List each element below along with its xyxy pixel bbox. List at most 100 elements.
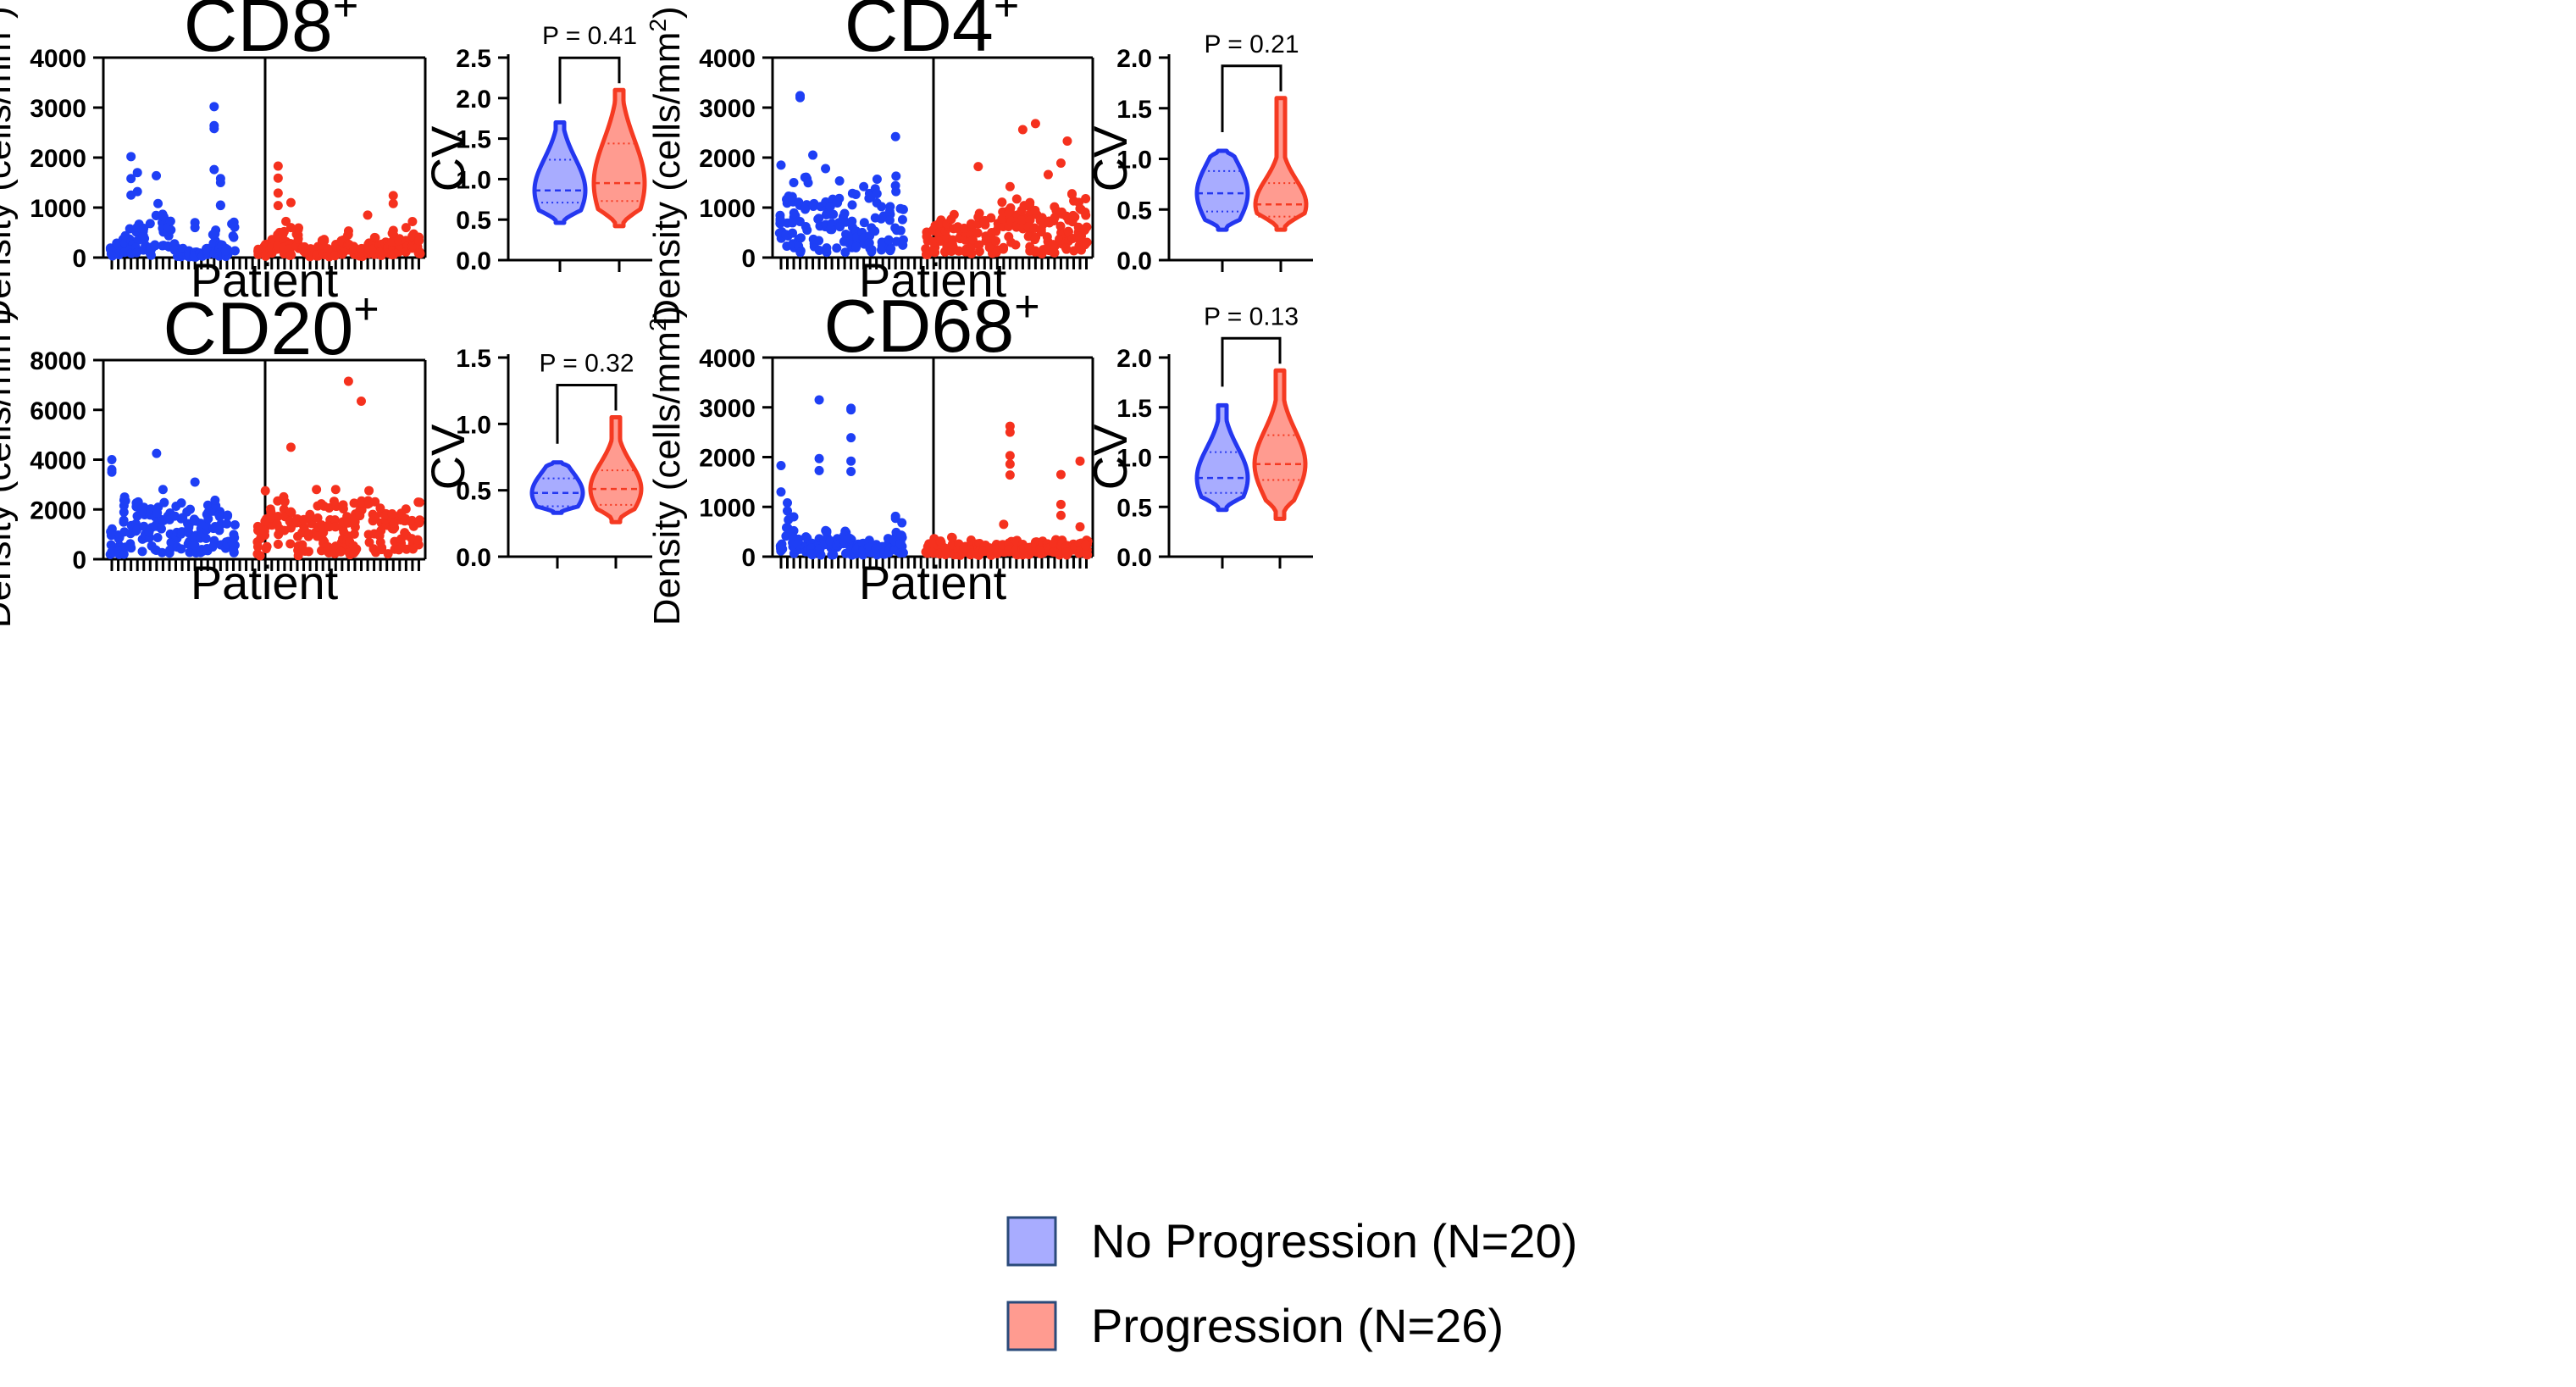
p-value-label: P = 0.41: [542, 22, 637, 50]
progression-point: [1005, 427, 1015, 437]
p-value-label: P = 0.21: [1204, 31, 1299, 58]
progression-point: [375, 247, 385, 257]
progression-point: [285, 442, 296, 452]
no-progression-point: [144, 527, 154, 537]
no-progression-point: [190, 541, 200, 551]
no-progression-point: [190, 477, 200, 487]
progression-point: [401, 223, 411, 233]
chart-title: CD8+: [184, 0, 358, 67]
no-progression-point: [158, 212, 169, 222]
violin-y-tick-label: 0.0: [1116, 544, 1152, 572]
no-progression-point: [152, 508, 163, 518]
legend-label-progression: Progression (N=26): [1091, 1299, 1504, 1352]
panel-cd4: CD4+ 0 1000 2000 3000 4000 Density (cells/mm2)…: [645, 0, 1313, 326]
violin-y-tick-label: 1.5: [1116, 395, 1152, 423]
no-progression-point: [776, 160, 786, 170]
progression-point: [1017, 215, 1027, 225]
progression-point: [266, 510, 276, 520]
y-axis-label: Density (cells/mm2): [0, 308, 19, 628]
no-progression-point: [832, 197, 842, 208]
no-progression-point: [190, 223, 200, 233]
no-progression-point: [107, 467, 117, 477]
no-progression-point: [228, 231, 238, 241]
no-progression-point: [877, 241, 887, 251]
progression-point: [1036, 225, 1046, 235]
y-tick-label: 3000: [699, 95, 756, 123]
violin-y-tick-label: 0.5: [456, 207, 491, 235]
progression-point: [1036, 546, 1046, 557]
no-progression-point: [222, 519, 232, 529]
progression-point: [1055, 158, 1066, 168]
y-tick-label: 3000: [699, 395, 756, 423]
no-progression-point: [783, 498, 793, 508]
no-progression-point: [897, 214, 907, 225]
progression-point: [255, 551, 265, 561]
no-progression-point: [859, 218, 869, 228]
no-progression-point: [107, 524, 117, 534]
progression-point: [967, 235, 978, 245]
progression-point: [285, 507, 296, 517]
progression-point: [1055, 469, 1066, 480]
no-progression-point: [208, 542, 218, 552]
progression-point: [1011, 194, 1022, 204]
progression-point: [922, 250, 933, 260]
violin-cd8: 0.0 0.5 1.0 1.5 2.0 2.5 CV P = 0.41: [421, 22, 652, 275]
progression-point: [1063, 227, 1073, 237]
no-progression-point: [215, 200, 225, 210]
no-progression-point: [788, 218, 798, 228]
progression-point: [280, 497, 290, 507]
progression-point: [1075, 522, 1085, 532]
no-progression-violin: [532, 119, 588, 225]
progression-point: [947, 533, 957, 543]
progression-point: [293, 223, 303, 233]
progression-point: [348, 541, 358, 551]
progression-point: [1075, 456, 1085, 466]
progression-point: [978, 217, 989, 227]
no-progression-point: [884, 215, 895, 225]
no-progression-point: [119, 507, 129, 517]
y-tick-label: 3000: [30, 95, 86, 123]
y-tick-label: 1000: [699, 195, 756, 223]
legend: No Progression (N=20) Progression (N=26): [1006, 1214, 1577, 1352]
no-progression-point: [230, 519, 240, 530]
no-progression-point: [895, 203, 906, 214]
y-tick-label: 4000: [699, 345, 756, 373]
progression-point: [414, 515, 424, 525]
no-progression-point: [814, 395, 824, 405]
progression-point: [1066, 189, 1077, 199]
progression-point: [259, 526, 269, 536]
progression-point: [991, 247, 1001, 258]
no-progression-point: [808, 150, 818, 160]
progression-point: [997, 214, 1007, 224]
no-progression-point: [182, 507, 192, 517]
progression-point: [954, 246, 964, 256]
no-progression-violin: [1194, 148, 1250, 232]
progression-point: [273, 201, 283, 211]
progression-point: [997, 197, 1007, 208]
no-progression-point: [814, 236, 824, 246]
violin-y-tick-label: 0.5: [1116, 197, 1152, 225]
progression-point: [375, 544, 385, 554]
progression-violin: [591, 87, 647, 229]
progression-point: [959, 223, 969, 233]
no-progression-point: [884, 235, 894, 245]
no-progression-point: [126, 174, 136, 184]
no-progression-violin: [529, 460, 585, 515]
progression-point: [1080, 207, 1090, 217]
no-progression-point: [150, 241, 160, 251]
no-progression-point: [813, 214, 823, 225]
progression-point: [364, 485, 374, 496]
no-progression-point: [214, 512, 224, 522]
no-progression-point: [158, 485, 168, 495]
progression-point: [935, 536, 945, 546]
progression-point: [407, 515, 417, 525]
no-progression-point: [806, 548, 817, 558]
no-progression-point: [209, 124, 219, 134]
progression-point: [375, 537, 385, 547]
no-progression-point: [132, 168, 142, 178]
no-progression-point: [891, 171, 901, 181]
progression-point: [363, 210, 373, 220]
no-progression-point: [210, 495, 220, 505]
progression-point: [974, 247, 984, 257]
progression-point: [273, 173, 283, 183]
